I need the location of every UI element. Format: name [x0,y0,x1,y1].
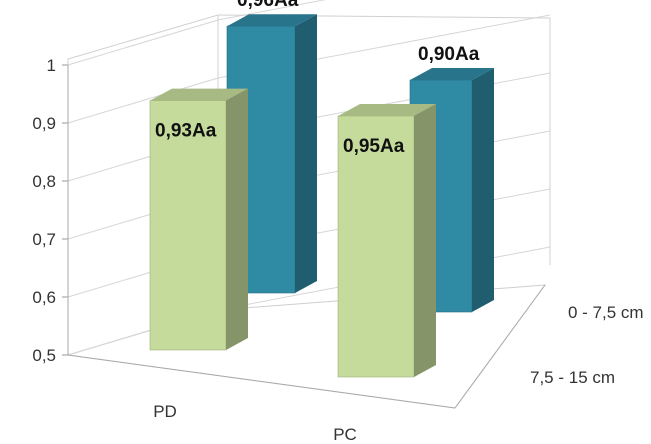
gridline-back [217,0,327,21]
data-label-series1: 0,96Aa [237,0,299,11]
y-tick-label: 0,5 [32,346,56,365]
bar-pc-series2 [337,104,436,378]
bar-pd-series2-front-face [149,100,227,351]
y-tick-label: 0,8 [32,172,56,191]
depth-axis-series: 0 - 7,5 cm 7,5 - 15 cm [530,303,644,387]
depth-series-label: 0 - 7,5 cm [568,303,644,322]
x-category-label: PD [153,402,177,421]
bars-front-row [149,88,436,378]
bar-pc-series1-top-face [410,68,494,80]
x-axis-categories: PD PC [153,402,357,444]
y-axis-ticks: 0,5 0,6 0,7 0,8 0,9 1 [32,56,546,409]
data-labels: 0,96Aa 0,90Aa 0,93Aa 0,95Aa [155,0,480,157]
depth-axis-line [454,284,546,409]
y-tick-label: 0,6 [32,288,56,307]
bar-pd-series2-top-face [150,88,248,101]
y-tick-label: 0,9 [32,114,56,133]
bar-pc-series1-side-face [472,68,494,312]
bar-pd-series2 [149,88,248,351]
bar-pd-series1-top-face [227,14,317,27]
depth-series-label: 7,5 - 15 cm [530,368,615,387]
bar-pd-series2-side-face [226,88,248,350]
bar-pc-series2-top-face [338,104,436,116]
y-tick-label: 0,7 [32,230,56,249]
y-tick-label: 1 [47,56,56,75]
back-wall-edge [217,14,551,265]
gridline-left [67,77,219,124]
gridline-left [67,19,219,66]
bar-pc-series2-front-face [337,115,415,378]
bar-pd-series1-side-face [295,14,317,293]
data-label-series1: 0,90Aa [418,44,480,65]
data-label-series2: 0,95Aa [343,136,405,157]
x-category-label: PC [333,425,357,444]
bar-pc-series2-side-face [414,104,436,377]
data-label-series2: 0,93Aa [155,121,217,142]
x-axis-line [67,354,456,409]
